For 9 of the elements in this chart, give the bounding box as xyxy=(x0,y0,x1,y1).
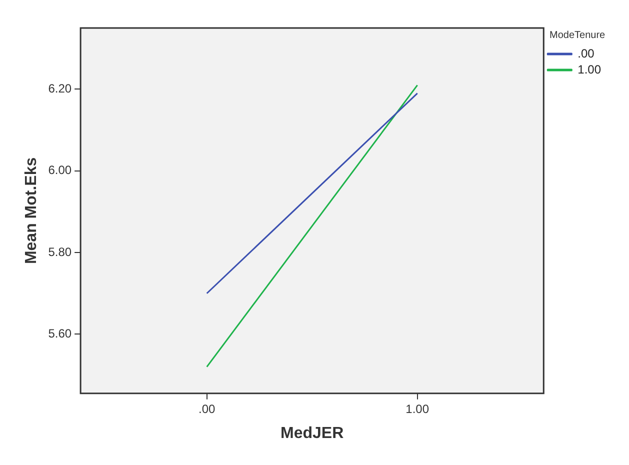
y-tick-label: 5.80 xyxy=(48,244,72,259)
legend-title: ModeTenure xyxy=(550,30,606,41)
legend-label: 1.00 xyxy=(578,62,602,76)
y-axis-title: Mean Mot.Eks xyxy=(23,157,40,264)
y-tick-label: 6.00 xyxy=(48,163,72,178)
legend-label: .00 xyxy=(578,46,595,60)
y-tick-label: 6.20 xyxy=(48,82,72,96)
x-axis-title: MedJER xyxy=(280,424,344,442)
y-tick-label: 5.60 xyxy=(48,326,72,341)
